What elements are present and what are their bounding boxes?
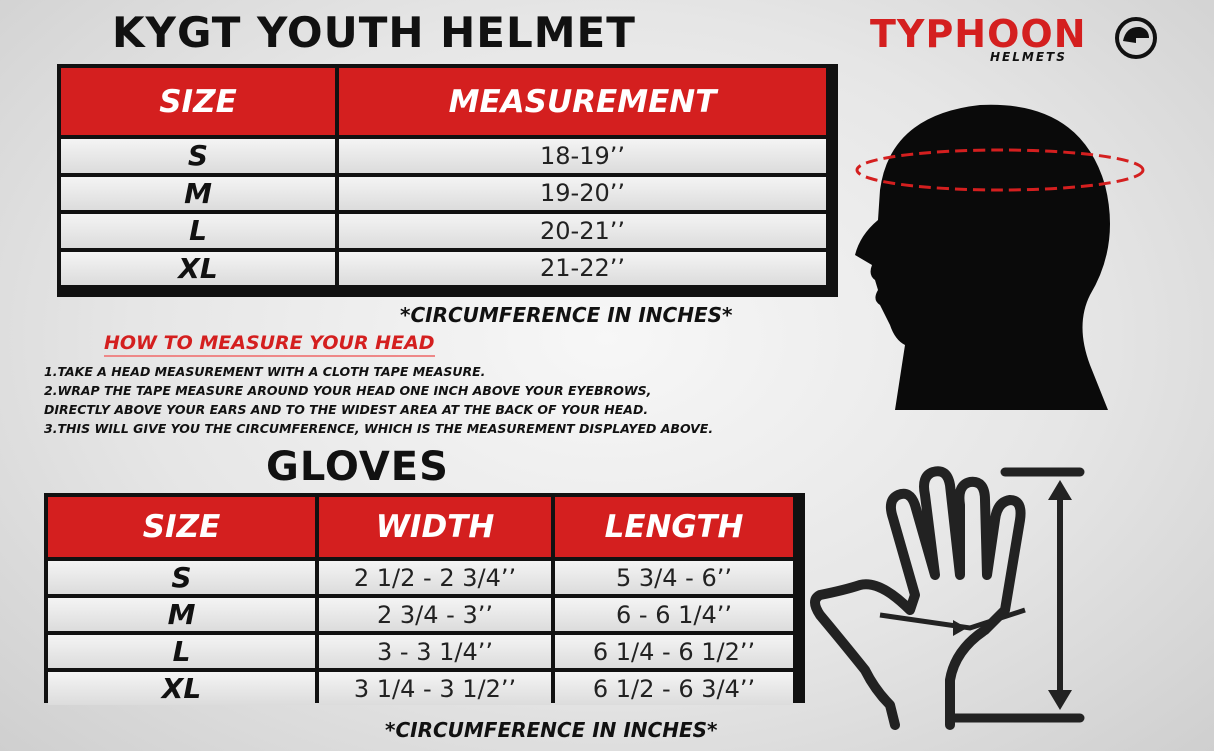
helmet-title: KYGT YOUTH HELMET xyxy=(112,8,636,57)
measurement-cell: 20-21’’ xyxy=(339,214,826,248)
table-row: XL 3 1/4 - 3 1/2’’ 6 1/2 - 6 3/4’’ xyxy=(48,672,793,705)
size-cell: L xyxy=(61,214,335,248)
helmet-logo-icon xyxy=(1115,17,1157,59)
hand-measure-icon xyxy=(810,466,1085,730)
width-cell: 2 1/2 - 2 3/4’’ xyxy=(319,561,551,594)
header-measurement: MEASUREMENT xyxy=(339,68,826,135)
size-cell: L xyxy=(48,635,315,668)
length-cell: 6 1/4 - 6 1/2’’ xyxy=(555,635,793,668)
length-cell: 6 1/2 - 6 3/4’’ xyxy=(555,672,793,705)
head-silhouette-icon xyxy=(855,104,1145,410)
measurement-cell: 19-20’’ xyxy=(339,176,826,210)
size-cell: XL xyxy=(61,251,335,285)
length-cell: 5 3/4 - 6’’ xyxy=(555,561,793,594)
width-cell: 3 - 3 1/4’’ xyxy=(319,635,551,668)
brand-sub: HELMETS xyxy=(990,50,1067,64)
helmet-size-table: SIZE MEASUREMENT S 18-19’’ M 19-20’’ L 20-21… xyxy=(57,64,838,297)
header-length: LENGTH xyxy=(555,497,793,557)
gloves-title: GLOVES xyxy=(266,444,449,490)
table-row: L 20-21’’ xyxy=(61,214,826,248)
header-width: WIDTH xyxy=(319,497,551,557)
table-row: XL 21-22’’ xyxy=(61,251,826,285)
size-cell: S xyxy=(61,139,335,173)
size-cell: M xyxy=(48,598,315,631)
size-cell: XL xyxy=(48,672,315,705)
step-1: 1.TAKE A HEAD MEASUREMENT WITH A CLOTH T… xyxy=(44,364,486,379)
step-2: 2.WRAP THE TAPE MEASURE AROUND YOUR HEAD… xyxy=(44,383,652,398)
header-size: SIZE xyxy=(48,497,315,557)
size-cell: S xyxy=(48,561,315,594)
brand-name: TYPHOON xyxy=(870,12,1087,56)
width-cell: 3 1/4 - 3 1/2’’ xyxy=(319,672,551,705)
step-3: 3.THIS WILL GIVE YOU THE CIRCUMFERENCE, … xyxy=(44,421,714,436)
step-2-cont: DIRECTLY ABOVE YOUR EARS AND TO THE WIDE… xyxy=(44,402,649,417)
width-cell: 2 3/4 - 3’’ xyxy=(319,598,551,631)
size-cell: M xyxy=(61,176,335,210)
header-size: SIZE xyxy=(61,68,335,135)
howto-steps: 1.TAKE A HEAD MEASUREMENT WITH A CLOTH T… xyxy=(44,362,713,438)
table-row: M 19-20’’ xyxy=(61,176,826,210)
table-row: S 18-19’’ xyxy=(61,139,826,173)
howto-title: HOW TO MEASURE YOUR HEAD xyxy=(104,332,435,357)
measurement-cell: 18-19’’ xyxy=(339,139,826,173)
gloves-note: *CIRCUMFERENCE IN INCHES* xyxy=(385,718,718,742)
measurement-cell: 21-22’’ xyxy=(339,251,826,285)
helmet-note: *CIRCUMFERENCE IN INCHES* xyxy=(400,303,733,327)
typhoon-logo: TYPHOON HELMETS xyxy=(870,12,1157,64)
length-cell: 6 - 6 1/4’’ xyxy=(555,598,793,631)
